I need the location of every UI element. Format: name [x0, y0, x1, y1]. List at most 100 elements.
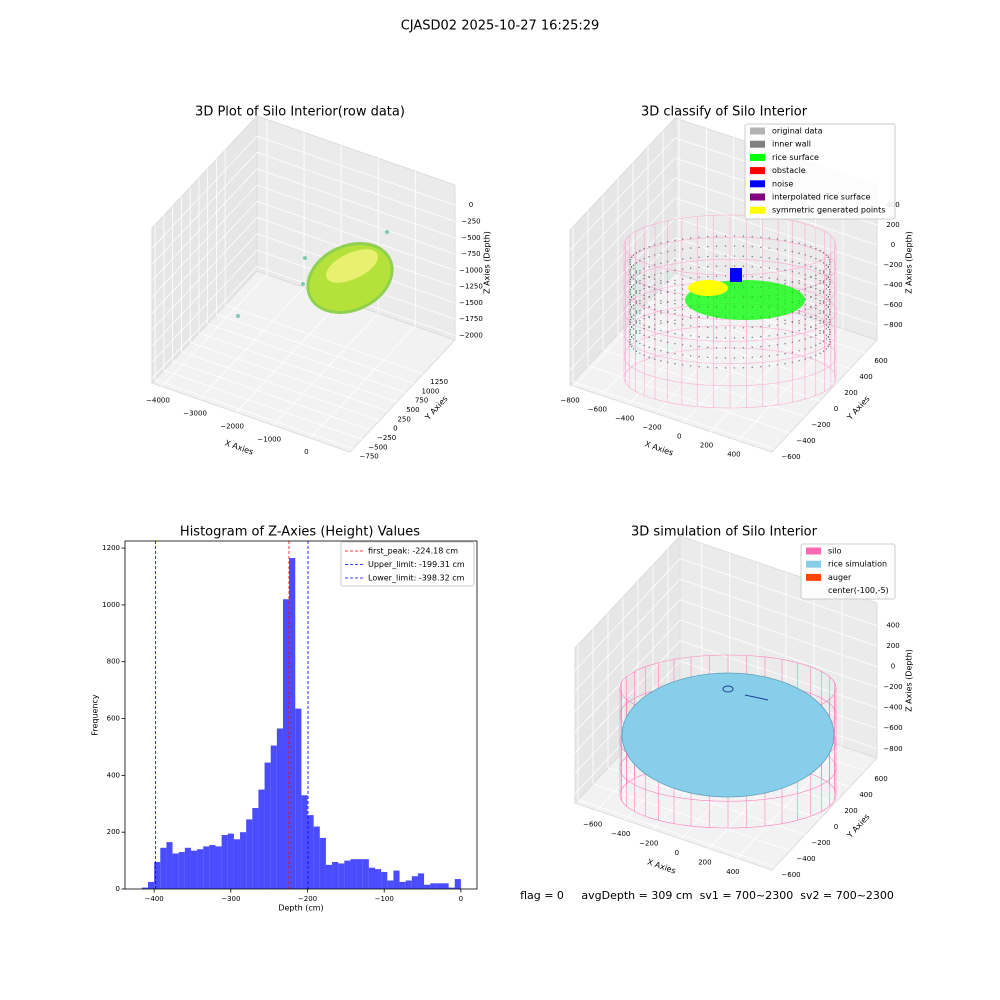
- histogram-bar: [375, 869, 382, 889]
- wall-point: [804, 338, 807, 340]
- histogram-bar: [203, 846, 210, 889]
- wall-point: [760, 326, 762, 328]
- x-axis-label: X Axies: [224, 438, 255, 456]
- wall-point: [635, 252, 638, 254]
- wall-point: [643, 247, 645, 250]
- legend-swatch: [750, 180, 765, 188]
- wall-point: [648, 276, 650, 278]
- wall-point: [798, 320, 800, 322]
- wall-point: [825, 298, 828, 300]
- grid-line: [569, 197, 878, 311]
- wall-point: [629, 273, 632, 276]
- wall-point: [632, 338, 635, 340]
- wall-point: [666, 351, 669, 354]
- wall-point: [635, 300, 638, 302]
- wall-point: [632, 294, 635, 296]
- wall-point: [825, 304, 828, 306]
- wall-point: [828, 338, 831, 341]
- grid-line: [198, 177, 398, 403]
- grid-line: [574, 640, 878, 753]
- figure-title: CJASD02 2025-10-27 16:25:29: [401, 19, 600, 34]
- wall-point: [828, 273, 831, 276]
- wall-point: [798, 280, 800, 282]
- outlier-point: [303, 256, 307, 260]
- wall-point: [784, 239, 786, 242]
- wall-point: [768, 257, 771, 259]
- wall-point: [630, 266, 633, 269]
- wall-point: [643, 274, 645, 277]
- wall-point: [674, 352, 676, 355]
- wall-point: [660, 280, 662, 282]
- wall-point: [698, 326, 700, 328]
- wall-point: [733, 327, 736, 329]
- wall-point: [724, 357, 727, 359]
- wall-point: [681, 334, 684, 336]
- wall-point: [707, 235, 709, 238]
- x-tick-label: −4000: [146, 396, 170, 404]
- wall-point: [643, 334, 645, 337]
- wall-point: [829, 321, 831, 323]
- wall-point: [689, 237, 692, 239]
- wall-point: [681, 364, 684, 366]
- wall-point: [639, 302, 641, 304]
- wall-point: [819, 282, 821, 284]
- wall-point: [828, 293, 831, 296]
- wall-point: [827, 316, 830, 319]
- wall-point: [674, 282, 676, 285]
- wall-point: [829, 291, 831, 293]
- grid-line: [161, 119, 268, 387]
- wall-point: [674, 322, 676, 325]
- wall-point: [639, 310, 641, 312]
- wall-point: [798, 322, 800, 324]
- wall-point: [632, 314, 635, 316]
- wall-point: [751, 366, 753, 369]
- wall-point: [791, 280, 794, 283]
- wall-point: [707, 346, 709, 349]
- histogram-bar: [276, 728, 283, 889]
- wall-point: [653, 264, 656, 266]
- wall-point: [822, 310, 825, 312]
- wall-point: [760, 236, 762, 238]
- wall-point: [804, 254, 807, 256]
- x-tick-label: −1000: [257, 435, 281, 443]
- wall-point: [681, 344, 684, 346]
- y-tick-label: 1000: [102, 601, 120, 609]
- wall-point: [666, 280, 669, 283]
- wall-point: [643, 344, 645, 347]
- wall-point: [825, 314, 828, 316]
- wall-point: [653, 294, 656, 296]
- wall-point: [776, 238, 779, 240]
- z-tick-label: 400: [886, 622, 899, 630]
- wall-point: [742, 347, 745, 349]
- histogram-bar: [332, 862, 339, 889]
- wall-point: [798, 310, 800, 312]
- wall-point: [784, 352, 786, 355]
- wall-point: [639, 330, 641, 332]
- histogram-bar: [411, 876, 418, 889]
- grid-line: [569, 177, 878, 291]
- wall-point: [681, 324, 684, 326]
- legend-label: center(-100,-5): [828, 586, 889, 595]
- wall-point: [698, 266, 700, 268]
- wall-point: [822, 312, 825, 314]
- grid-line: [587, 210, 791, 434]
- wall-point: [689, 365, 692, 367]
- y-tick-label: 0: [834, 823, 838, 831]
- wall-point: [733, 367, 736, 369]
- wall-point: [698, 346, 700, 348]
- wall-point: [784, 259, 786, 262]
- wall-point: [791, 250, 794, 253]
- y-tick-label: 800: [107, 658, 120, 666]
- outlier-point: [385, 230, 389, 234]
- wall-point: [632, 328, 635, 330]
- z-tick-label: −600: [883, 301, 902, 309]
- wall-point: [828, 308, 831, 311]
- histogram-bar: [209, 844, 216, 889]
- x-tick-label: −200: [642, 424, 661, 432]
- histogram-bar: [405, 880, 412, 889]
- plot-frame: [124, 540, 478, 890]
- wall-point: [698, 336, 700, 338]
- x-tick-label: −300: [221, 895, 240, 903]
- wall-point: [784, 249, 786, 252]
- wall-point: [632, 348, 635, 350]
